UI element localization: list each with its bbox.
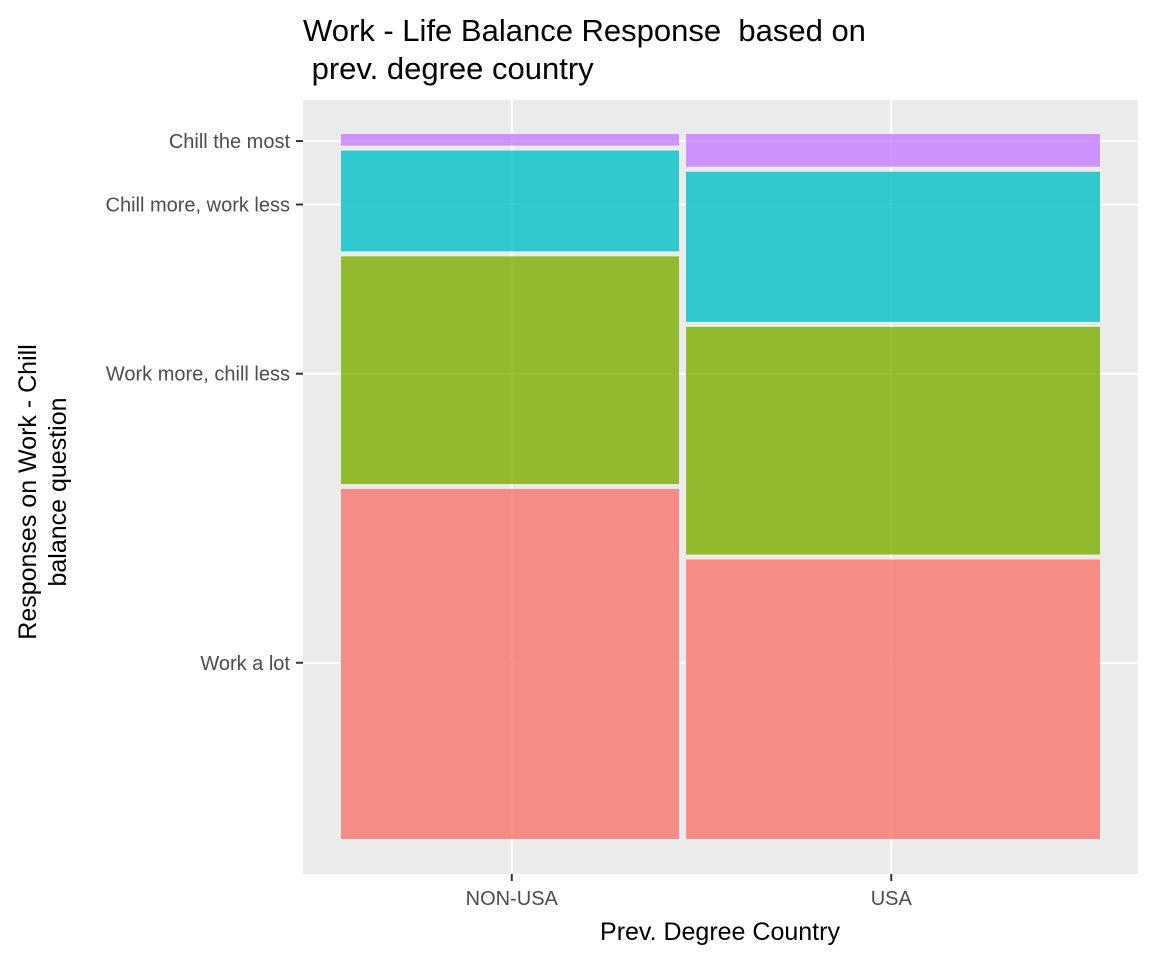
y-axis-title-line-1: Responses on Work - Chill (14, 344, 42, 639)
tile-non-usa-work-more-chill-less (341, 256, 680, 484)
chart-title-line-1: Work - Life Balance Response based on (303, 13, 866, 48)
tile-non-usa-chill-more-work-less (341, 150, 680, 252)
x-tick-label: NON-USA (466, 888, 559, 910)
mosaic-tiles (341, 134, 1100, 839)
tile-non-usa-work-a-lot (341, 489, 680, 839)
y-axis: Work a lot Work more, chill less Chill mor… (106, 131, 303, 675)
y-tick-label: Work more, chill less (106, 364, 290, 386)
y-tick-label: Work a lot (200, 653, 290, 675)
y-axis-title-line-2: balance question (44, 397, 72, 586)
tile-usa-work-a-lot (686, 559, 1100, 839)
y-tick-label: Chill the most (169, 131, 291, 153)
tile-usa-chill-the-most (686, 134, 1100, 167)
y-axis-title: Responses on Work - Chill balance questi… (14, 344, 72, 639)
x-tick-label: USA (871, 888, 913, 910)
tile-usa-work-more-chill-less (686, 326, 1100, 555)
x-axis: NON-USA USA (466, 874, 913, 910)
y-tick-label: Chill more, work less (106, 195, 290, 217)
tile-usa-chill-more-work-less (686, 171, 1100, 322)
x-axis-title: Prev. Degree Country (600, 918, 840, 946)
tile-non-usa-chill-the-most (341, 134, 680, 146)
chart-title-line-2: prev. degree country (303, 51, 594, 86)
